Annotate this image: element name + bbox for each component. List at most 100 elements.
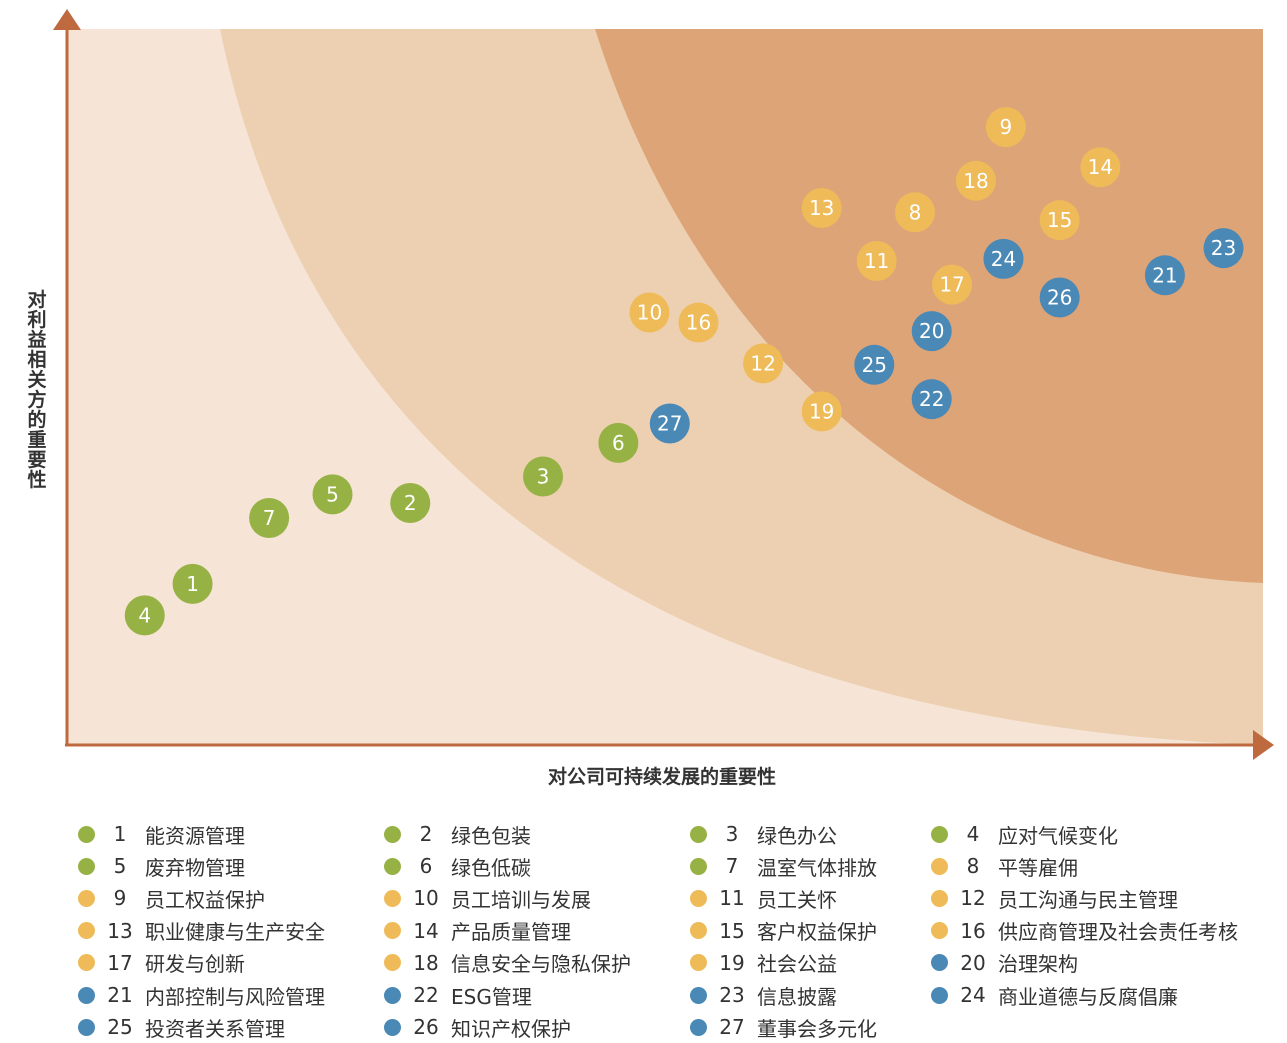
- legend-dot-icon: [78, 954, 95, 972]
- point-10: [629, 292, 670, 333]
- point-label-9: 9: [999, 115, 1012, 139]
- y-axis-label-char: 方: [27, 389, 47, 411]
- legend-number: 18: [413, 950, 439, 975]
- point-18: [955, 160, 996, 201]
- legend-number: 26: [413, 1015, 439, 1040]
- legend-label: 温室气体排放: [757, 855, 877, 880]
- legend-label: 员工沟通与民主管理: [998, 887, 1178, 912]
- legend-dot-icon: [690, 857, 707, 875]
- y-axis-label-char: 性: [27, 469, 47, 491]
- y-axis-label-char: 相: [27, 349, 47, 371]
- legend-dot-icon: [931, 986, 948, 1004]
- legend-item: 9 员工权益保护: [78, 882, 265, 914]
- legend-item: 19 社会公益: [690, 947, 837, 979]
- point-label-20: 20: [919, 319, 944, 343]
- point-label-16: 16: [686, 311, 711, 335]
- point-label-10: 10: [637, 301, 662, 325]
- legend-dot-icon: [78, 825, 95, 843]
- legend-item: 20 治理架构: [931, 947, 1078, 979]
- legend-label: 废弃物管理: [145, 855, 245, 880]
- legend-item: 2 绿色包装: [384, 818, 531, 850]
- legend-number: 11: [719, 886, 745, 911]
- legend-number: 19: [719, 950, 745, 975]
- point-label-1: 1: [186, 572, 199, 596]
- point-4: [124, 595, 165, 636]
- legend-number: 27: [719, 1015, 745, 1040]
- point-label-4: 4: [138, 603, 151, 627]
- legend-item: 6 绿色低碳: [384, 850, 531, 882]
- point-label-17: 17: [939, 273, 964, 297]
- legend-number: 22: [413, 983, 439, 1007]
- x-axis-arrow: [1253, 730, 1274, 760]
- legend-number: 14: [413, 918, 439, 943]
- point-label-6: 6: [612, 431, 625, 455]
- legend-label: 员工权益保护: [145, 887, 265, 912]
- materiality-chart: 1234567891011121314151617181920212223242…: [53, 9, 1274, 788]
- point-label-23: 23: [1211, 236, 1236, 260]
- legend-number: 7: [725, 854, 739, 879]
- point-17: [932, 264, 973, 305]
- legend-number: 6: [419, 854, 433, 879]
- point-label-3: 3: [537, 465, 550, 489]
- point-label-5: 5: [326, 482, 339, 506]
- legend-label: 员工培训与发展: [451, 887, 591, 912]
- point-25: [854, 344, 895, 385]
- point-label-13: 13: [809, 196, 834, 220]
- legend-dot-icon: [78, 889, 95, 907]
- legend-label: 产品质量管理: [451, 920, 571, 945]
- legend-item: 21 内部控制与风险管理: [78, 979, 325, 1011]
- legend-number: 9: [113, 886, 127, 911]
- legend-number: 25: [107, 1015, 133, 1040]
- legend-label: 员工关怀: [757, 887, 837, 912]
- point-5: [312, 474, 353, 515]
- legend-item: 14 产品质量管理: [384, 915, 571, 947]
- legend-number: 1: [113, 822, 127, 846]
- legend-dot-icon: [384, 986, 401, 1004]
- point-13: [801, 188, 842, 228]
- legend-number: 10: [413, 886, 439, 911]
- legend-number: 16: [960, 918, 986, 943]
- legend-item: 17 研发与创新: [78, 947, 245, 979]
- legend-item: 25 投资者关系管理: [78, 1011, 285, 1043]
- legend-dot-icon: [78, 857, 95, 875]
- point-2: [390, 482, 431, 523]
- legend-number: 23: [719, 983, 745, 1007]
- legend-dot-icon: [690, 825, 707, 843]
- point-20: [911, 311, 952, 352]
- legend-dot-icon: [384, 889, 401, 907]
- legend-item: 7 温室气体排放: [690, 850, 877, 882]
- legend-item: 5 废弃物管理: [78, 850, 245, 882]
- legend-label: ESG管理: [451, 984, 532, 1009]
- legend-item: 24 商业道德与反腐倡廉: [931, 979, 1178, 1011]
- legend-item: 8 平等雇佣: [931, 850, 1078, 882]
- point-label-19: 19: [809, 399, 834, 423]
- legend-number: 2: [419, 822, 433, 846]
- legend-number: 5: [113, 854, 127, 879]
- y-axis-label-char: 益: [27, 329, 47, 351]
- legend-number: 4: [966, 822, 980, 846]
- legend-item: 12 员工沟通与民主管理: [931, 882, 1178, 914]
- y-axis-label-char: 要: [27, 449, 47, 471]
- point-label-14: 14: [1088, 155, 1113, 179]
- y-axis-label-char: 利: [27, 309, 47, 331]
- legend-label: 董事会多元化: [757, 1016, 877, 1041]
- legend-label: 投资者关系管理: [145, 1016, 285, 1041]
- y-axis-label-char: 对: [27, 289, 47, 311]
- legend-dot-icon: [384, 857, 401, 875]
- point-23: [1203, 228, 1244, 269]
- legend-number: 8: [966, 854, 980, 879]
- data-points: 1234567891011121314151617181920212223242…: [124, 107, 1244, 636]
- legend-label: 商业道德与反腐倡廉: [998, 984, 1178, 1009]
- point-11: [856, 240, 897, 281]
- legend-item: 4 应对气候变化: [931, 818, 1118, 850]
- point-8: [894, 192, 935, 233]
- legend-dot-icon: [931, 922, 948, 940]
- point-label-24: 24: [991, 247, 1016, 271]
- point-1: [172, 563, 213, 604]
- legend-label: 绿色包装: [451, 823, 531, 848]
- legend-label: 内部控制与风险管理: [145, 984, 325, 1009]
- point-21: [1144, 255, 1185, 296]
- legend-label: 能资源管理: [145, 823, 245, 848]
- point-label-18: 18: [963, 169, 988, 193]
- legend-item: 3 绿色办公: [690, 818, 837, 850]
